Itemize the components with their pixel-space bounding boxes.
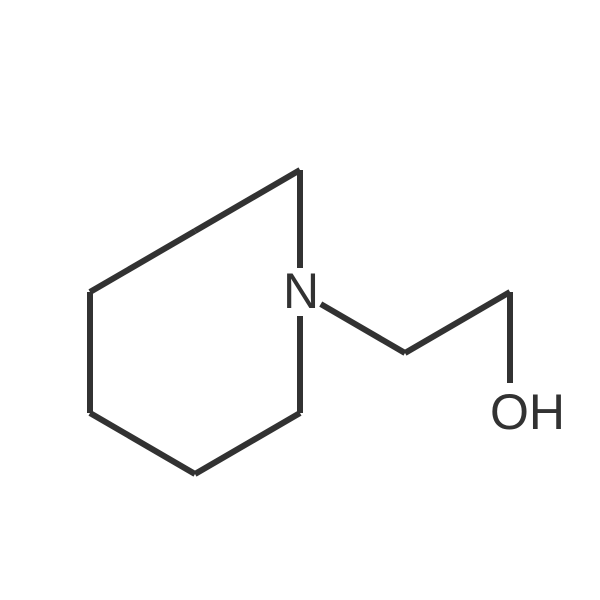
bond <box>405 292 510 353</box>
bond <box>195 413 300 474</box>
bond <box>321 304 405 353</box>
bond <box>90 231 195 292</box>
bond <box>195 170 300 231</box>
atom-label-oh: OH <box>490 384 565 440</box>
atom-label-n: N <box>283 263 319 319</box>
molecule-diagram: N OH <box>0 0 600 600</box>
bond <box>90 413 195 474</box>
